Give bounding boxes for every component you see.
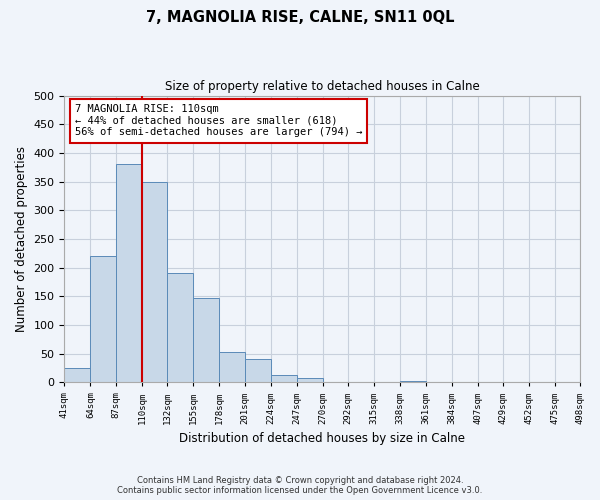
Bar <box>400 381 426 382</box>
Bar <box>245 360 271 382</box>
X-axis label: Distribution of detached houses by size in Calne: Distribution of detached houses by size … <box>179 432 466 445</box>
Bar <box>271 375 297 382</box>
Text: 7 MAGNOLIA RISE: 110sqm
← 44% of detached houses are smaller (618)
56% of semi-d: 7 MAGNOLIA RISE: 110sqm ← 44% of detache… <box>75 104 362 138</box>
Bar <box>91 256 116 382</box>
Bar <box>297 378 323 382</box>
Y-axis label: Number of detached properties: Number of detached properties <box>15 146 28 332</box>
Text: Contains HM Land Registry data © Crown copyright and database right 2024.
Contai: Contains HM Land Registry data © Crown c… <box>118 476 482 495</box>
Bar <box>193 298 219 382</box>
Bar <box>142 182 167 382</box>
Bar <box>116 164 142 382</box>
Title: Size of property relative to detached houses in Calne: Size of property relative to detached ho… <box>165 80 480 93</box>
Bar <box>64 368 91 382</box>
Bar <box>219 352 245 382</box>
Bar <box>167 274 193 382</box>
Text: 7, MAGNOLIA RISE, CALNE, SN11 0QL: 7, MAGNOLIA RISE, CALNE, SN11 0QL <box>146 10 454 25</box>
